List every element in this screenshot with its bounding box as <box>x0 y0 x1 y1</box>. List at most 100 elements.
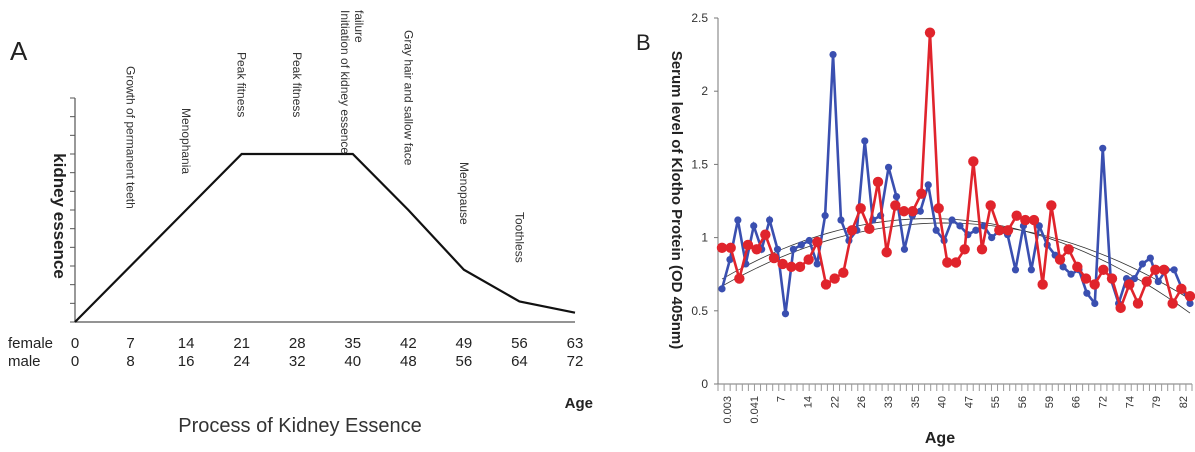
chart-b-point <box>1130 274 1139 283</box>
chart-b-point <box>1054 254 1066 265</box>
chart-a-stage-label: Toothless <box>512 212 526 263</box>
chart-b-point <box>968 156 979 167</box>
chart-b-point <box>1020 214 1031 226</box>
chart-b-point <box>1011 266 1020 274</box>
chart-a-xtick-label: 42 <box>400 335 417 352</box>
chart-b-point <box>942 257 953 268</box>
chart-b-point <box>813 260 821 268</box>
chart-b-point <box>820 279 832 290</box>
chart-b-point <box>1176 283 1187 295</box>
chart-b-point <box>881 247 892 258</box>
chart-a-row-label-male: male <box>8 353 41 370</box>
chart-b-point <box>725 242 736 254</box>
chart-b-point <box>932 226 940 234</box>
chart-b-point <box>734 216 742 224</box>
chart-b-point <box>1072 261 1083 273</box>
chart-a-stage-label: Peak fitness <box>235 52 249 117</box>
chart-b-point <box>718 285 726 293</box>
chart-b-point <box>972 226 980 234</box>
chart-a-row-label-female: female <box>8 335 53 352</box>
chart-a-xtick-label: 40 <box>344 353 361 370</box>
chart-b-point <box>855 203 866 214</box>
chart-b-xtick-label: 22 <box>829 396 841 408</box>
chart-b-point <box>985 200 996 211</box>
chart-b-point <box>956 222 964 230</box>
chart-b-point <box>994 225 1005 236</box>
chart-b-point <box>959 244 970 255</box>
chart-b-point <box>900 245 909 253</box>
chart-b-point <box>1158 264 1170 276</box>
chart-b-point <box>1184 290 1195 302</box>
chart-b-point <box>1059 263 1067 271</box>
chart-b-xtick-label: 0.041 <box>749 396 761 424</box>
chart-b-point <box>916 188 927 199</box>
chart-b-xtick-label: 0.003 <box>722 396 734 424</box>
chart-b-point <box>1089 279 1100 290</box>
chart-b-xtick-label: 56 <box>1017 396 1029 408</box>
chart-a-xtick-label: 0 <box>71 353 79 370</box>
chart-a-stage-label: Gray hair and sallow face <box>401 30 415 166</box>
chart-a-stage-label: Peak fitness <box>290 52 304 117</box>
chart-b-point <box>924 181 932 189</box>
chart-b-point <box>1098 264 1109 276</box>
chart-a-xtick-label: 56 <box>456 353 473 370</box>
chart-b-point <box>781 310 790 318</box>
chart-b-point <box>1091 299 1099 308</box>
chart-a-xtick-label: 56 <box>511 335 528 352</box>
chart-b-point <box>805 236 813 245</box>
chart-b-point <box>846 225 858 236</box>
chart-b-point <box>765 216 774 224</box>
chart-b-ytick-label: 1.5 <box>691 157 708 171</box>
chart-b-point <box>829 51 837 59</box>
chart-b-point <box>742 239 754 251</box>
chart-b-point <box>768 252 780 264</box>
chart-b-point <box>1154 277 1162 286</box>
chart-b-point <box>716 242 728 254</box>
chart-b-point <box>907 206 918 217</box>
chart-b-point <box>812 236 823 248</box>
chart-a-xtick-label: 0 <box>71 335 79 352</box>
chart-b-point <box>1002 225 1014 236</box>
chart-b-point <box>1150 264 1161 276</box>
chart-b-xtick-label: 14 <box>802 396 814 408</box>
chart-b-point <box>890 200 901 211</box>
chart-b-ytick-label: 0.5 <box>691 304 708 318</box>
chart-b-ylabel: Serum level of Klotho Protein (OD 405nm) <box>668 51 685 349</box>
chart-b-xtick-label: 66 <box>1071 396 1083 408</box>
chart-b-point <box>950 257 962 268</box>
chart-b-point <box>1124 279 1135 290</box>
chart-b-point <box>1011 210 1022 221</box>
chart-b-point <box>751 244 762 255</box>
chart-b-point <box>884 163 893 171</box>
chart-b-point <box>760 229 771 240</box>
chart-b-point <box>1063 244 1074 255</box>
chart-b-xtick-label: 74 <box>1124 396 1136 408</box>
chart-b-xtick-label: 33 <box>883 396 895 408</box>
chart-a-xtick-label: 64 <box>511 353 528 370</box>
chart-a-stage-label: Menophania <box>179 108 193 174</box>
chart-b-point <box>1099 144 1107 152</box>
chart-a-xtick-label: 35 <box>344 335 361 352</box>
chart-b-xtick-label: 72 <box>1098 396 1110 408</box>
chart-b-point <box>1067 270 1075 278</box>
chart-b-point <box>797 241 805 249</box>
chart-b-point <box>933 203 944 214</box>
chart-b-xtick-label: 82 <box>1178 396 1190 408</box>
chart-a-xtick-label: 14 <box>178 335 195 352</box>
chart-b-xtick-label: 40 <box>937 396 949 408</box>
chart-b-point <box>1138 260 1147 268</box>
chart-b-point <box>786 261 797 273</box>
chart-b-point <box>1132 298 1144 309</box>
chart-b-point <box>892 193 901 201</box>
chart-b-point <box>1027 266 1035 274</box>
chart-b-point <box>838 267 849 278</box>
chart-a-xtick-label: 21 <box>233 335 250 352</box>
chart-a-series-line <box>74 152 576 323</box>
chart-b-point <box>1037 279 1048 290</box>
chart-b-point <box>794 261 806 273</box>
chart-b-point <box>1028 214 1040 226</box>
chart-a-stage-label: failure <box>352 10 366 43</box>
chart-b-point <box>976 244 988 255</box>
chart-b-xtick-label: 79 <box>1151 396 1163 408</box>
